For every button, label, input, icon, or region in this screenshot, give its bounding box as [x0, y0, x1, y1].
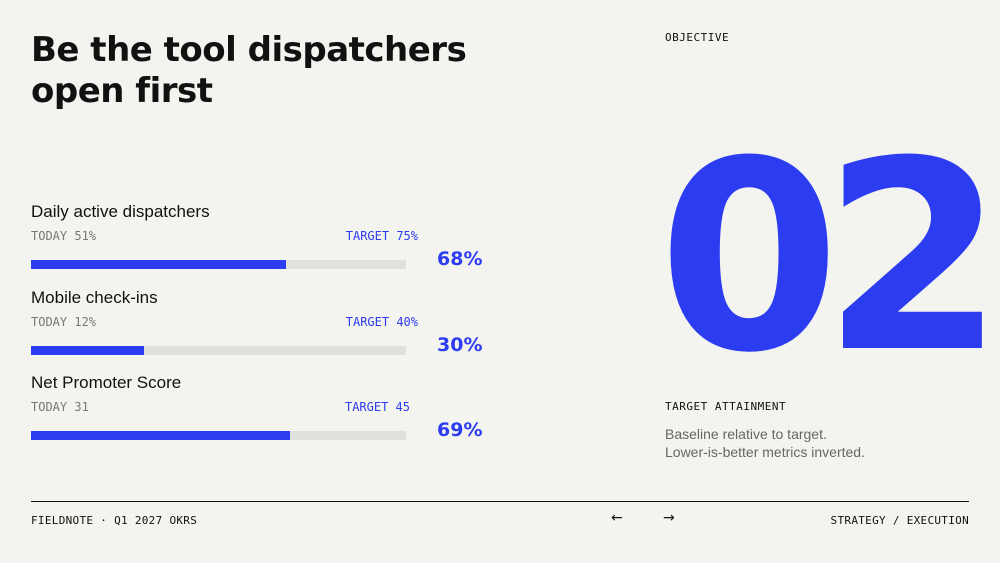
slide-title-line-1: Be the tool dispatchers	[31, 30, 467, 70]
slide-title-line-2: open first	[31, 71, 213, 111]
metric-target-value: TARGET 75%	[345, 229, 418, 243]
arrow-left-icon[interactable]: ←	[611, 510, 623, 526]
slide-title: Be the tool dispatchers open first	[31, 30, 591, 112]
progress-track	[31, 260, 406, 269]
footer-divider	[31, 501, 969, 502]
metric-target-value: TARGET 40%	[345, 315, 418, 329]
metric-attainment: 69%	[437, 419, 483, 441]
metric-target-value: TARGET 45	[344, 400, 410, 414]
progress-track	[31, 346, 406, 355]
metric-today-value: TODAY 51%	[31, 229, 97, 243]
metric-net-promoter-score: Net Promoter Score TODAY 31 TARGET 45 69…	[31, 373, 491, 453]
attainment-description-line-2: Lower-is-better metrics inverted.	[665, 444, 865, 460]
progress-track	[31, 431, 406, 440]
objective-number: 02	[658, 105, 1000, 410]
arrow-right-icon[interactable]: →	[663, 510, 675, 526]
metric-name: Daily active dispatchers	[31, 202, 210, 221]
progress-fill	[31, 260, 286, 269]
attainment-description: Baseline relative to target. Lower-is-be…	[665, 425, 865, 461]
metric-today-value: TODAY 31	[31, 400, 89, 414]
metric-daily-active-dispatchers: Daily active dispatchers TODAY 51% TARGE…	[31, 202, 491, 282]
metric-attainment: 30%	[437, 334, 483, 356]
metric-today-value: TODAY 12%	[31, 315, 97, 329]
footer-deck-label: FIELDNOTE · Q1 2027 OKRS	[31, 514, 198, 527]
metric-attainment: 68%	[437, 248, 483, 270]
progress-fill	[31, 346, 144, 355]
attainment-label: TARGET ATTAINMENT	[665, 400, 787, 413]
progress-fill	[31, 431, 290, 440]
metric-name: Net Promoter Score	[31, 373, 182, 392]
attainment-description-line-1: Baseline relative to target.	[665, 426, 827, 442]
metric-mobile-check-ins: Mobile check-ins TODAY 12% TARGET 40% 30…	[31, 288, 491, 368]
footer-section-label: STRATEGY / EXECUTION	[830, 514, 969, 527]
metric-name: Mobile check-ins	[31, 288, 158, 307]
objective-label: OBJECTIVE	[665, 31, 730, 44]
